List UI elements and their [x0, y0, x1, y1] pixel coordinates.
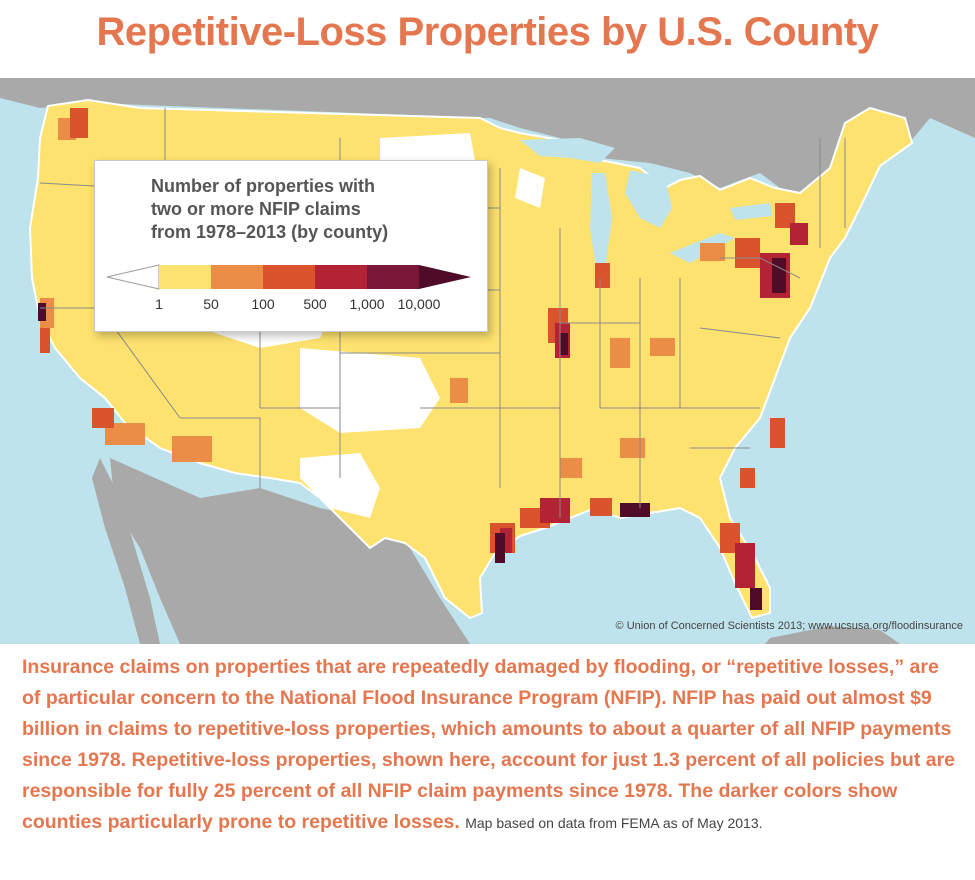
- legend-title: Number of properties with two or more NF…: [151, 175, 471, 244]
- legend-bin-50-100: [211, 265, 263, 289]
- page-title: Repetitive-Loss Properties by U.S. Count…: [96, 10, 879, 54]
- legend-bin-1000-10000: [367, 265, 419, 289]
- legend-color-scale: [106, 264, 471, 290]
- map-credit: © Union of Concerned Scientists 2013; ww…: [615, 620, 963, 632]
- caption-body: Insurance claims on properties that are …: [22, 656, 956, 833]
- legend-tick: 10,000: [397, 296, 441, 312]
- legend-title-line: from 1978–2013 (by county): [151, 222, 389, 242]
- legend-bin-1-50: [159, 265, 211, 289]
- legend-tick: 100: [251, 296, 275, 312]
- canada-landmass: [0, 78, 975, 198]
- source-note: Map based on data from FEMA as of May 20…: [465, 815, 763, 831]
- legend-bin-100-500: [263, 265, 315, 289]
- legend-title-line: Number of properties with: [151, 176, 376, 196]
- legend-tick: 50: [203, 296, 219, 312]
- map-legend: Number of properties with two or more NF…: [94, 160, 488, 332]
- caption-text: Insurance claims on properties that are …: [22, 652, 962, 839]
- legend-tick: 1: [155, 296, 163, 312]
- extreme-claim-counties: [38, 258, 786, 610]
- legend-tick: 500: [303, 296, 327, 312]
- legend-bin-lowest: [106, 264, 160, 290]
- lake-superior: [520, 138, 615, 163]
- mexico-landmass: [110, 458, 470, 644]
- cuba-landmass: [765, 626, 900, 644]
- legend-title-line: two or more NFIP claims: [151, 199, 361, 219]
- lake-michigan: [590, 173, 612, 268]
- legend-bin-highest: [419, 265, 471, 289]
- legend-tick: 1,000: [349, 296, 385, 312]
- lake-ontario: [730, 203, 772, 220]
- baja-landmass: [92, 458, 160, 644]
- lake-huron: [625, 170, 672, 228]
- legend-bin-500-1000: [315, 265, 367, 289]
